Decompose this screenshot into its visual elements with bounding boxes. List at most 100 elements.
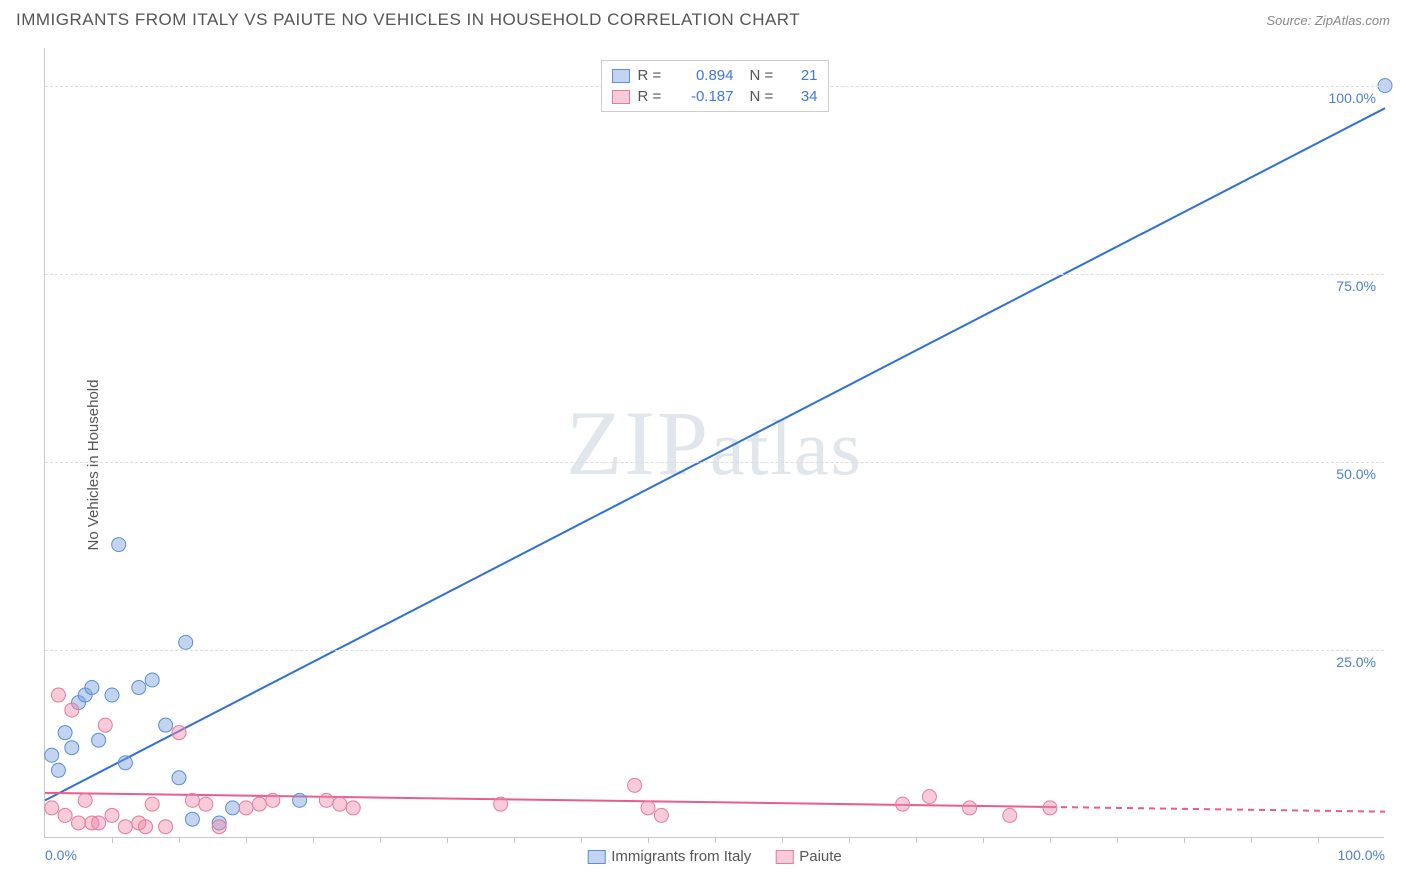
series-legend-item: Paiute [775,848,842,865]
data-point [199,797,213,811]
data-point [1003,808,1017,822]
x-tick [648,837,649,843]
data-point [45,801,59,815]
data-point [112,538,126,552]
x-tick [1050,837,1051,843]
chart-svg [45,48,1384,837]
x-tick [581,837,582,843]
data-point [118,820,132,834]
trend-line [45,108,1385,800]
data-point [252,797,266,811]
x-tick [313,837,314,843]
legend-swatch [612,90,630,104]
data-point [145,673,159,687]
data-point [132,681,146,695]
gridline [45,274,1384,275]
data-point [293,793,307,807]
x-tick [1318,837,1319,843]
data-point [98,718,112,732]
data-point [92,816,106,830]
data-point [346,801,360,815]
data-point [641,801,655,815]
data-point [172,726,186,740]
legend-swatch [587,850,605,864]
data-point [105,808,119,822]
data-point [78,793,92,807]
x-tick [715,837,716,843]
x-tick [514,837,515,843]
x-tick [1184,837,1185,843]
x-tick [782,837,783,843]
data-point [179,635,193,649]
data-point [118,756,132,770]
x-tick [179,837,180,843]
data-point [145,797,159,811]
data-point [212,820,226,834]
data-point [65,741,79,755]
plot-area: ZIPatlas R =0.894N =21R =-0.187N =34 Imm… [44,48,1384,838]
y-tick-label: 100.0% [1329,90,1376,106]
data-point [58,726,72,740]
data-point [65,703,79,717]
data-point [51,688,65,702]
data-point [239,801,253,815]
x-tick [1251,837,1252,843]
x-tick [849,837,850,843]
series-legend-item: Immigrants from Italy [587,848,751,865]
legend-swatch [612,69,630,83]
y-tick-label: 25.0% [1336,654,1376,670]
source-attribution: Source: ZipAtlas.com [1266,13,1390,28]
series-label: Immigrants from Italy [611,848,751,865]
n-label: N = [750,67,780,84]
x-tick [246,837,247,843]
y-tick-label: 50.0% [1336,466,1376,482]
n-value: 21 [788,67,818,84]
stats-legend-row: R = 0.894 N = 21 [612,65,818,86]
chart-title: IMMIGRANTS FROM ITALY VS PAIUTE NO VEHIC… [16,10,800,30]
gridline [45,650,1384,651]
data-point [266,793,280,807]
data-point [172,771,186,785]
data-point [226,801,240,815]
data-point [58,808,72,822]
trend-line [1050,807,1385,812]
x-tick-label: 0.0% [45,847,77,863]
n-value: 34 [788,88,818,105]
data-point [963,801,977,815]
data-point [333,797,347,811]
r-label: R = [638,67,666,84]
data-point [922,790,936,804]
data-point [139,820,153,834]
x-tick [916,837,917,843]
data-point [628,778,642,792]
data-point [159,820,173,834]
data-point [51,763,65,777]
gridline [45,462,1384,463]
data-point [494,797,508,811]
r-value: -0.187 [674,88,734,105]
data-point [72,816,86,830]
data-point [159,718,173,732]
x-tick [380,837,381,843]
chart-container: No Vehicles in Household ZIPatlas R =0.8… [0,38,1406,892]
x-tick [1117,837,1118,843]
x-tick [447,837,448,843]
r-label: R = [638,88,666,105]
data-point [85,681,99,695]
x-tick [983,837,984,843]
data-point [896,797,910,811]
data-point [92,733,106,747]
y-tick-label: 75.0% [1336,278,1376,294]
r-value: 0.894 [674,67,734,84]
data-point [45,748,59,762]
x-tick-label: 100.0% [1338,847,1385,863]
data-point [319,793,333,807]
series-legend: Immigrants from Italy Paiute [587,848,842,865]
data-point [185,812,199,826]
data-point [654,808,668,822]
legend-swatch [775,850,793,864]
data-point [185,793,199,807]
stats-legend-row: R =-0.187N =34 [612,86,818,107]
data-point [1043,801,1057,815]
data-point [105,688,119,702]
